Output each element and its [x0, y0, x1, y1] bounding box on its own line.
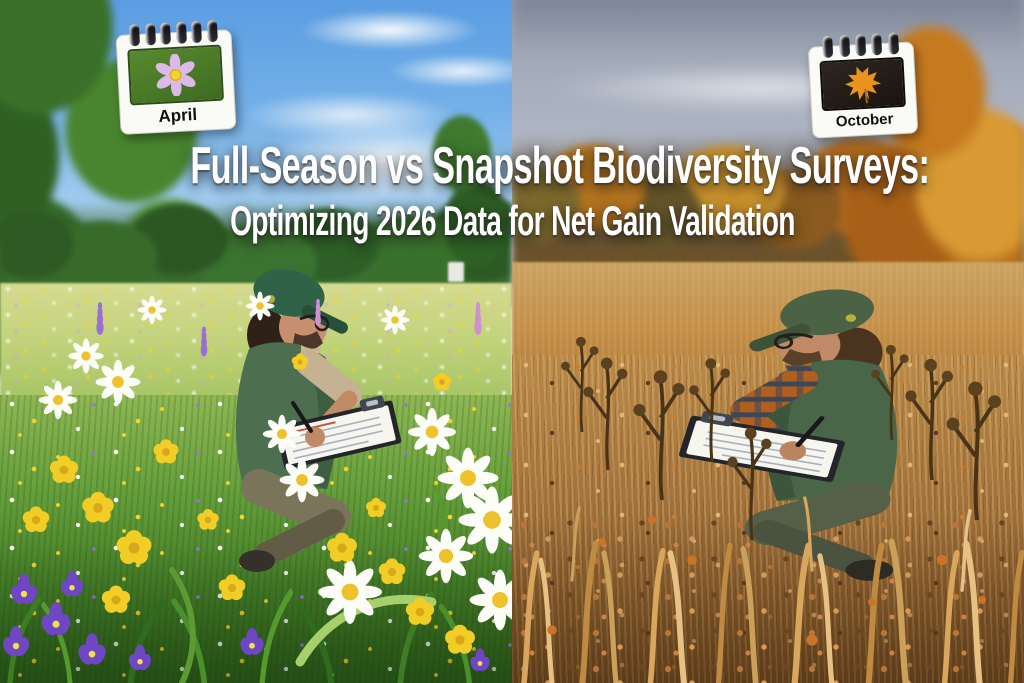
spiral-loop	[838, 34, 850, 58]
calendar-october: October	[807, 32, 919, 139]
calendar-screen	[127, 44, 225, 106]
poster-title-block: Full-Season vs Snapshot Biodiversity Sur…	[0, 140, 1024, 242]
spiral-loop	[160, 22, 172, 45]
surveyor-boot	[845, 559, 894, 581]
spiral-loop	[190, 20, 203, 44]
main-title-text: Full-Season vs Snapshot Biodiversity Sur…	[190, 137, 930, 195]
pen	[795, 416, 825, 447]
main-title: Full-Season vs Snapshot Biodiversity Sur…	[0, 140, 1024, 192]
autumn-photo-panel	[512, 0, 1024, 683]
spiral-loop	[144, 23, 156, 46]
spiral-loop	[206, 19, 218, 43]
clipboard	[275, 395, 402, 470]
calendar-month-label: April	[157, 104, 198, 126]
calendar-spiral	[124, 19, 223, 47]
spiral-loop	[175, 21, 187, 44]
surveyor-thigh	[241, 469, 351, 535]
subtitle-text: Optimizing 2026 Data for Net Gain Valida…	[229, 197, 795, 244]
cap-badge	[267, 295, 275, 303]
surveyor-cap	[780, 289, 875, 336]
pen	[291, 401, 313, 433]
spiral-loop	[129, 23, 141, 47]
cloud	[300, 10, 480, 50]
surveyor-boot	[239, 550, 275, 572]
spiral-loop	[822, 35, 834, 59]
plaid-sleeve	[730, 366, 819, 424]
spiral-loop	[871, 32, 883, 56]
glasses-lens	[773, 335, 794, 350]
calendar-screen	[819, 56, 906, 112]
spring-photo-panel	[0, 0, 512, 683]
surveyor-thigh	[745, 481, 891, 546]
surveyor-shin	[253, 509, 345, 567]
calendar-spiral	[816, 32, 905, 59]
flower-icon	[155, 53, 196, 97]
spiral-loop	[887, 32, 899, 55]
surveyor-shin	[753, 520, 875, 576]
cloud	[388, 54, 512, 88]
calendar-month-label: October	[835, 110, 894, 131]
spring-tree-clump	[412, 104, 512, 280]
shirt-sleeve	[295, 349, 363, 409]
subtitle: Optimizing 2026 Data for Net Gain Valida…	[0, 200, 1024, 242]
spiral-loop	[855, 33, 867, 57]
distant-building	[448, 262, 464, 282]
autumn-surveyor	[678, 289, 898, 581]
autumn-leaf-icon	[845, 66, 882, 104]
spring-surveyor	[235, 269, 402, 572]
cap-badge	[845, 314, 857, 322]
calendar-april: April	[115, 19, 237, 135]
